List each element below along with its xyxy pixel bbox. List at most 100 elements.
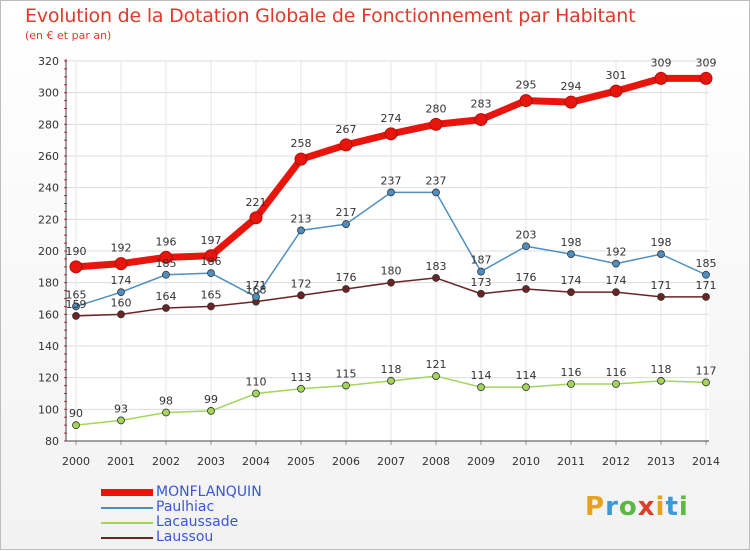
data-label-laussou: 160 <box>111 296 132 309</box>
y-tick-label: 120 <box>38 372 59 385</box>
legend-label: Paulhiac <box>156 499 215 515</box>
data-label-laussou: 176 <box>516 271 537 284</box>
data-point-monflanquin <box>204 249 218 263</box>
data-label-laussou: 183 <box>426 260 447 273</box>
data-label-monflanquin: 197 <box>201 234 222 247</box>
data-point-monflanquin <box>519 94 533 108</box>
data-point-laussou <box>612 288 620 297</box>
x-tick-label: 2005 <box>287 455 315 468</box>
data-point-monflanquin <box>159 250 173 264</box>
data-point-lacaussade <box>432 372 440 380</box>
data-point-lacaussade <box>477 383 485 392</box>
logo-letter: r <box>605 492 619 522</box>
x-tick-label: 2000 <box>62 455 90 468</box>
data-label-lacaussade: 113 <box>291 371 312 384</box>
data-label-laussou: 164 <box>156 290 177 303</box>
data-point-monflanquin <box>429 117 443 131</box>
data-label-laussou: 159 <box>66 298 87 311</box>
data-label-lacaussade: 118 <box>651 363 672 376</box>
data-label-monflanquin: 280 <box>426 102 447 115</box>
data-point-monflanquin <box>294 152 308 166</box>
data-point-monflanquin <box>654 71 668 85</box>
logo-letter: o <box>618 492 638 522</box>
data-label-laussou: 165 <box>201 288 222 301</box>
logo-letter: t <box>665 492 679 522</box>
proxiti-logo: Proxiti <box>585 492 689 522</box>
data-label-monflanquin: 295 <box>516 79 537 92</box>
data-point-paulhiac <box>252 293 260 301</box>
data-label-lacaussade: 116 <box>606 366 627 379</box>
y-tick-label: 180 <box>38 277 59 290</box>
data-label-lacaussade: 117 <box>696 364 717 377</box>
x-tick-label: 2012 <box>602 455 630 468</box>
data-label-lacaussade: 114 <box>516 369 537 382</box>
x-tick-label: 2011 <box>557 455 585 468</box>
data-label-monflanquin: 196 <box>156 235 177 248</box>
data-label-laussou: 171 <box>696 279 717 292</box>
data-label-paulhiac: 185 <box>696 257 717 270</box>
legend-label: Lacaussade <box>156 514 239 530</box>
data-label-paulhiac: 187 <box>471 254 492 267</box>
data-label-lacaussade: 99 <box>204 393 218 406</box>
y-tick-label: 300 <box>38 87 59 100</box>
logo-letter: x <box>637 492 656 522</box>
logo-letter: i <box>655 492 666 522</box>
logo-letter: i <box>678 492 689 522</box>
data-point-lacaussade <box>387 376 395 385</box>
data-label-paulhiac: 198 <box>561 236 582 249</box>
data-point-lacaussade <box>342 381 350 390</box>
legend-item: MONFLANQUIN <box>101 485 341 500</box>
y-tick-label: 80 <box>45 435 59 448</box>
y-tick-label: 320 <box>38 55 59 68</box>
chart-subtitle: (en € et par an) <box>25 29 112 42</box>
y-tick-label: 160 <box>38 308 59 321</box>
data-point-laussou <box>387 278 395 287</box>
data-label-lacaussade: 116 <box>561 366 582 379</box>
data-point-lacaussade <box>117 416 125 425</box>
data-label-laussou: 168 <box>246 284 267 297</box>
data-point-monflanquin <box>564 95 578 109</box>
data-point-laussou <box>72 312 80 320</box>
x-tick-label: 2004 <box>242 455 270 468</box>
y-tick-label: 240 <box>38 182 59 195</box>
data-point-paulhiac <box>342 220 350 228</box>
data-point-paulhiac <box>567 250 575 259</box>
data-label-lacaussade: 114 <box>471 369 492 382</box>
data-label-monflanquin: 301 <box>606 69 627 82</box>
data-label-paulhiac: 237 <box>381 174 402 187</box>
x-tick-label: 2008 <box>422 455 450 468</box>
legend-item: Paulhiac <box>101 500 341 515</box>
data-point-laussou <box>117 310 125 319</box>
data-point-paulhiac <box>117 288 125 297</box>
legend-item: Laussou <box>101 530 341 545</box>
data-point-paulhiac <box>297 226 305 235</box>
data-label-laussou: 174 <box>606 274 627 287</box>
data-label-laussou: 174 <box>561 274 582 287</box>
data-label-monflanquin: 258 <box>291 137 312 150</box>
data-label-monflanquin: 267 <box>336 123 357 136</box>
data-label-laussou: 171 <box>651 279 672 292</box>
data-label-monflanquin: 283 <box>471 98 492 111</box>
data-label-paulhiac: 203 <box>516 228 537 241</box>
data-point-monflanquin <box>609 84 623 98</box>
data-point-laussou <box>297 291 305 300</box>
legend-item: Lacaussade <box>101 515 341 530</box>
data-point-laussou <box>342 285 350 293</box>
data-point-lacaussade <box>567 380 575 388</box>
data-point-laussou <box>477 289 485 298</box>
data-label-monflanquin: 309 <box>651 56 672 69</box>
data-point-lacaussade <box>522 383 530 392</box>
legend-swatch <box>101 507 153 509</box>
x-tick-label: 2009 <box>467 455 495 468</box>
chart-title: Evolution de la Dotation Globale de Fonc… <box>25 5 636 27</box>
data-point-paulhiac <box>72 302 80 311</box>
data-point-monflanquin <box>474 113 488 127</box>
x-tick-label: 2006 <box>332 455 360 468</box>
data-point-paulhiac <box>162 270 170 279</box>
y-tick-label: 220 <box>38 213 59 226</box>
x-tick-label: 2003 <box>197 455 225 468</box>
data-label-lacaussade: 110 <box>246 376 267 389</box>
data-point-laussou <box>567 288 575 297</box>
data-point-paulhiac <box>702 270 710 279</box>
